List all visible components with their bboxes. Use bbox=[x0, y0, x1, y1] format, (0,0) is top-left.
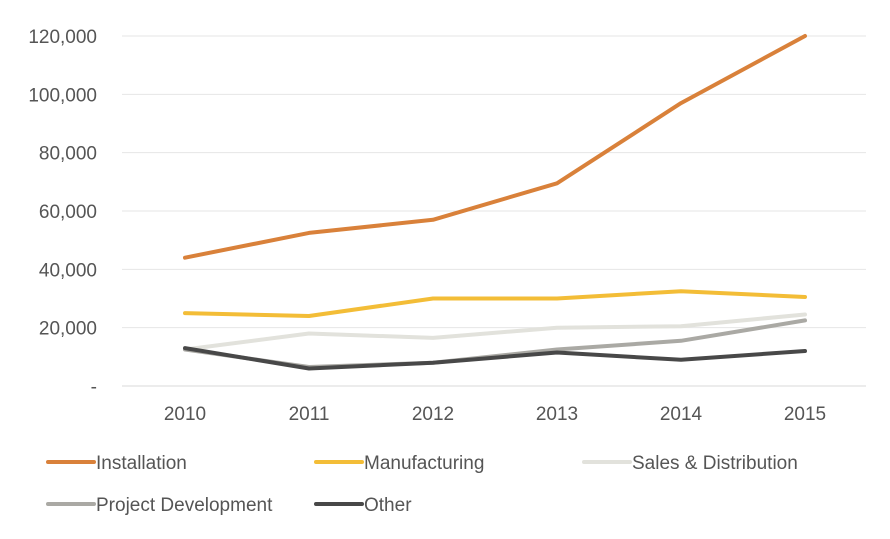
legend: Installation Manufacturing Sales & Distrib… bbox=[46, 453, 798, 516]
x-tick-label: 2015 bbox=[784, 404, 826, 425]
y-tick-label: 100,000 bbox=[28, 85, 97, 106]
y-tick-label: 60,000 bbox=[39, 202, 97, 223]
legend-label-project-development: Project Development bbox=[96, 495, 273, 516]
legend-label-installation: Installation bbox=[96, 453, 187, 474]
y-axis-ticks: - 20,000 40,000 60,000 80,000 100,000 120,000 bbox=[28, 27, 97, 398]
y-tick-label: 80,000 bbox=[39, 144, 97, 165]
x-tick-label: 2012 bbox=[412, 404, 454, 425]
y-tick-label: 40,000 bbox=[39, 260, 97, 281]
series-line-other bbox=[183, 346, 807, 371]
legend-label-manufacturing: Manufacturing bbox=[364, 453, 484, 474]
x-tick-label: 2013 bbox=[536, 404, 578, 425]
y-tick-label: - bbox=[91, 377, 97, 398]
grid-lines bbox=[122, 35, 866, 387]
x-axis-ticks: 2010 2011 2012 2013 2014 2015 bbox=[164, 404, 826, 425]
y-tick-label: 120,000 bbox=[28, 27, 97, 48]
legend-label-other: Other bbox=[364, 495, 412, 516]
x-tick-label: 2014 bbox=[660, 404, 703, 425]
series-lines bbox=[183, 34, 807, 371]
legend-label-sales-distribution: Sales & Distribution bbox=[632, 453, 798, 474]
x-tick-label: 2010 bbox=[164, 404, 206, 425]
x-tick-label: 2011 bbox=[289, 404, 330, 425]
series-line-installation bbox=[183, 34, 807, 260]
series-line-sales-distribution bbox=[183, 312, 807, 352]
series-line-manufacturing bbox=[183, 289, 807, 318]
y-tick-label: 20,000 bbox=[39, 319, 97, 340]
